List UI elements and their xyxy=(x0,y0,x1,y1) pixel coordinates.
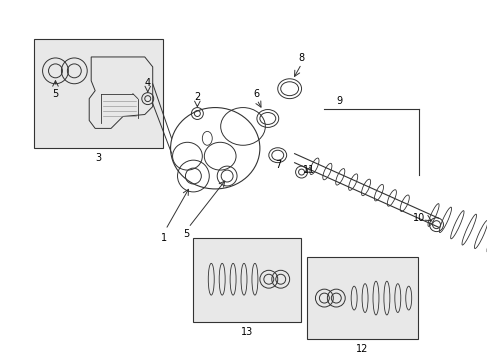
Text: 10: 10 xyxy=(412,213,424,223)
Text: 6: 6 xyxy=(253,89,260,99)
Text: 9: 9 xyxy=(336,96,342,105)
Text: 3: 3 xyxy=(95,153,101,163)
Text: 2: 2 xyxy=(194,92,200,102)
Text: 4: 4 xyxy=(144,78,150,88)
Text: 13: 13 xyxy=(241,327,253,337)
Text: 7: 7 xyxy=(275,160,281,170)
Text: 5: 5 xyxy=(183,229,189,239)
Text: 5: 5 xyxy=(52,89,59,99)
Text: 12: 12 xyxy=(355,344,367,354)
Bar xyxy=(34,39,163,148)
Text: 1: 1 xyxy=(160,233,166,243)
Text: 8: 8 xyxy=(298,53,304,63)
Bar xyxy=(306,257,417,339)
Text: 11: 11 xyxy=(303,165,315,175)
Bar xyxy=(193,238,300,322)
